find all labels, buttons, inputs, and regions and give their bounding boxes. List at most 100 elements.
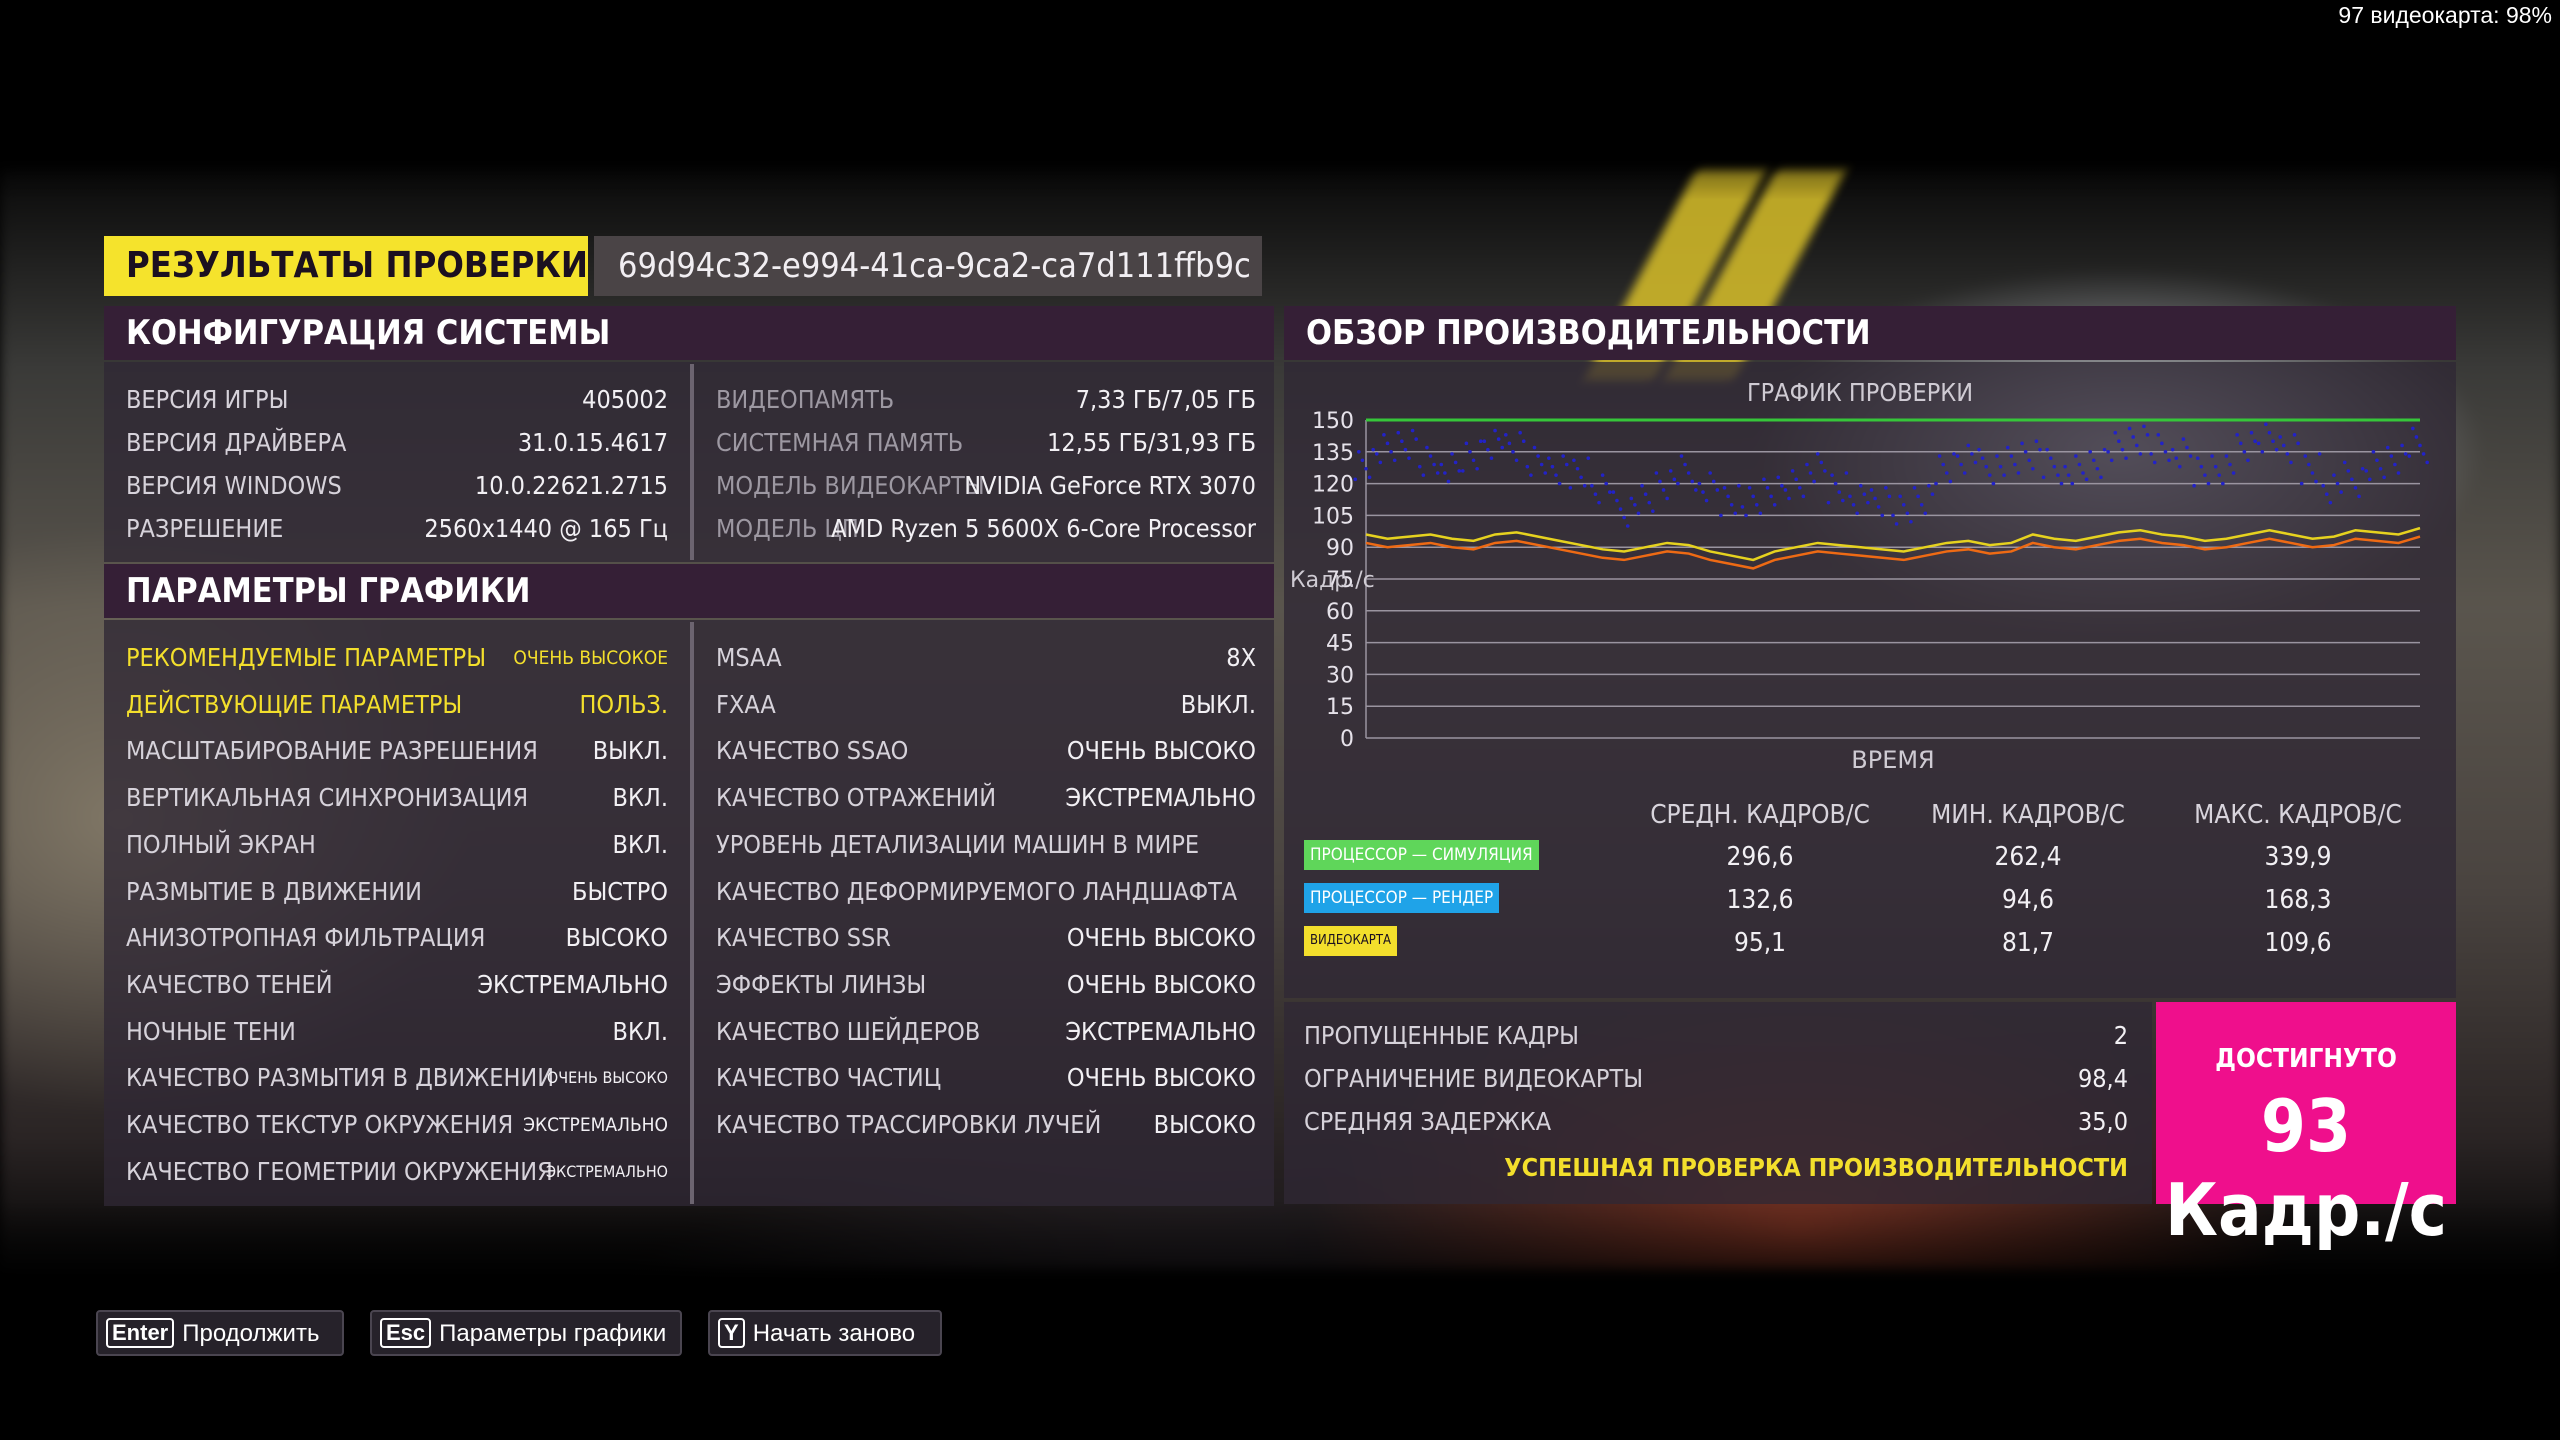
data-point — [1403, 447, 1408, 452]
data-point — [2324, 492, 2329, 496]
settings-row: КАЧЕСТВО ЧАСТИЦ ОЧЕНЬ ВЫСОКО — [716, 1058, 1256, 1098]
data-point — [1364, 466, 1368, 471]
data-point — [1880, 513, 1885, 518]
data-point — [1837, 490, 1842, 494]
data-point — [2385, 445, 2390, 450]
data-point — [1762, 477, 1766, 482]
data-point — [1385, 441, 1390, 446]
data-point — [2213, 464, 2218, 469]
data-point — [2296, 441, 2300, 446]
data-point — [2246, 458, 2250, 463]
data-point — [1450, 452, 1454, 456]
esc-key-icon: Esc — [380, 1317, 432, 1348]
data-point — [1579, 475, 1583, 480]
data-point — [2206, 481, 2211, 486]
data-point — [1468, 450, 1472, 454]
stat-min: 94,6 — [2001, 885, 2055, 915]
data-point — [2088, 450, 2092, 454]
data-point — [1948, 479, 1953, 484]
data-point — [1962, 471, 1967, 475]
data-point — [2134, 443, 2139, 448]
graphics-settings-label: Параметры графики — [439, 1320, 667, 1347]
data-point — [1851, 503, 1856, 507]
data-point — [2264, 422, 2268, 427]
setting-value: ЭКСТРЕМАЛЬНО — [545, 1161, 668, 1181]
settings-row: КАЧЕСТВО ТЕКСТУР ОКРУЖЕНИЯ ЭКСТРЕМАЛЬНО — [126, 1105, 668, 1145]
data-point — [1572, 458, 1576, 463]
stat-column-header: СРЕДН. КАДРОВ/С — [1650, 800, 1870, 830]
fps-overlay: 97 видеокарта: 98% — [2338, 2, 2552, 28]
x-axis-label: ВРЕМЯ — [1851, 746, 1934, 774]
data-point — [1683, 462, 1687, 467]
settings-row: АНИЗОТРОПНАЯ ФИЛЬТРАЦИЯ ВЫСОКО — [126, 918, 668, 958]
data-point — [2031, 466, 2035, 471]
data-point — [1360, 458, 1365, 463]
data-point — [1525, 464, 1530, 469]
data-point — [2106, 450, 2110, 454]
legend-swatch: ВИДЕОКАРТА — [1304, 926, 1397, 956]
data-point — [1955, 454, 1960, 458]
data-point — [2371, 450, 2376, 454]
data-point — [2156, 433, 2161, 437]
setting-label: ПРОПУЩЕННЫЕ КАДРЫ — [1304, 1021, 1579, 1050]
data-point — [2027, 458, 2032, 463]
data-point — [1396, 430, 1401, 435]
data-point — [1600, 473, 1605, 477]
restart-button[interactable]: Y Начать заново — [708, 1310, 942, 1356]
data-point — [1410, 428, 1415, 433]
data-point — [2238, 441, 2243, 446]
setting-label: MSAA — [716, 643, 782, 672]
data-point — [1751, 494, 1755, 499]
settings-row: КАЧЕСТВО ТЕНЕЙ ЭКСТРЕМАЛЬНО — [126, 965, 668, 1005]
settings-row: УРОВЕНЬ ДЕТАЛИЗАЦИИ МАШИН В МИРЕ — [716, 825, 1256, 865]
data-point — [1790, 469, 1795, 473]
data-point — [1417, 464, 1422, 469]
data-point — [1812, 479, 1816, 484]
data-point — [2095, 466, 2100, 471]
graphics-settings-button[interactable]: Esc Параметры графики — [370, 1310, 682, 1356]
data-point — [1923, 511, 1928, 516]
data-point — [1471, 458, 1476, 463]
continue-button[interactable]: Enter Продолжить — [96, 1310, 344, 1356]
settings-row: FXAA ВЫКЛ. — [716, 685, 1256, 725]
setting-value: ПОЛЬЗ. — [579, 689, 668, 719]
settings-row: МОДЕЛЬ ВИДЕОКАРТЫ NVIDIA GeForce RTX 3070 — [716, 466, 1256, 506]
y-tick-label: 0 — [1340, 727, 1354, 752]
data-point — [1715, 488, 1720, 492]
settings-row: КАЧЕСТВО ДЕФОРМИРУЕМОГО ЛАНДШАФТА — [716, 872, 1256, 912]
settings-row: ВИДЕОПАМЯТЬ 7,33 ГБ/7,05 ГБ — [716, 380, 1256, 420]
continue-label: Продолжить — [182, 1320, 320, 1347]
data-point — [2038, 447, 2042, 452]
data-point — [2378, 466, 2383, 471]
setting-label: КАЧЕСТВО ДЕФОРМИРУЕМОГО ЛАНДШАФТА — [716, 876, 1238, 906]
data-point — [2310, 471, 2315, 475]
settings-row: НОЧНЫЕ ТЕНИ ВКЛ. — [126, 1012, 668, 1052]
data-point — [1873, 496, 1877, 501]
data-point — [1407, 456, 1411, 460]
stat-max: 339,9 — [2264, 842, 2332, 872]
setting-label: КАЧЕСТВО SSAO — [716, 736, 909, 766]
setting-value: ЭКСТРЕМАЛЬНО — [1065, 1016, 1256, 1046]
data-point — [2357, 494, 2361, 499]
data-point — [1858, 483, 1863, 488]
data-point — [1543, 471, 1548, 475]
setting-label: КАЧЕСТВО ТРАССИРОВКИ ЛУЧЕЙ — [716, 1110, 1102, 1139]
data-point — [1801, 494, 1806, 499]
data-point — [2070, 481, 2075, 486]
data-point — [1604, 481, 1608, 486]
series-line — [1365, 535, 2421, 570]
setting-label: ПОЛНЫЙ ЭКРАН — [126, 829, 316, 859]
y-tick-label: 60 — [1326, 600, 1354, 625]
data-point — [1489, 456, 1494, 460]
data-point — [2278, 435, 2282, 439]
data-point — [2124, 456, 2128, 460]
data-point — [1382, 433, 1386, 437]
data-point — [1740, 505, 1745, 509]
data-point — [1607, 490, 1612, 494]
data-point — [1676, 481, 1680, 486]
data-point — [2289, 460, 2293, 465]
stat-avg: 132,6 — [1726, 885, 1794, 915]
setting-label: АНИЗОТРОПНАЯ ФИЛЬТРАЦИЯ — [126, 923, 486, 953]
data-point — [1507, 441, 1512, 446]
setting-value: ВЫСОКО — [565, 923, 668, 953]
